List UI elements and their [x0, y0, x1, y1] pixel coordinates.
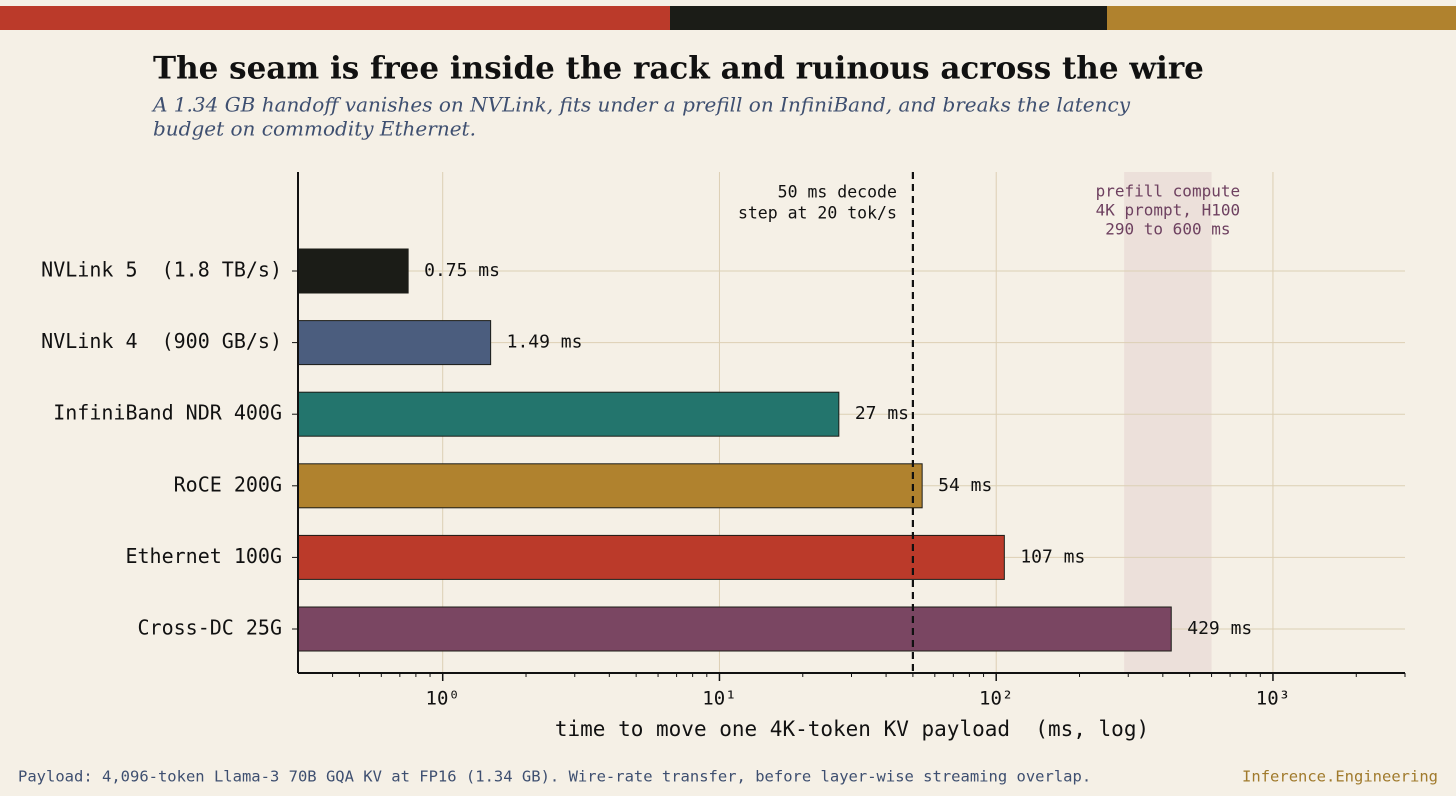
y-tick-label: InfiniBand NDR 400G	[53, 401, 282, 425]
band-label: prefill compute	[1096, 182, 1241, 201]
band-label: 290 to 600 ms	[1105, 220, 1230, 239]
shaded-band	[1124, 172, 1212, 673]
subtitle: budget on commodity Ethernet.	[153, 117, 476, 141]
bar	[297, 606, 1172, 652]
subtitle: A 1.34 GB handoff vanishes on NVLink, fi…	[151, 93, 1131, 117]
value-label: 429 ms	[1187, 618, 1252, 639]
top-strip	[1107, 6, 1456, 30]
bar	[297, 320, 492, 366]
band-label: 4K prompt, H100	[1096, 201, 1241, 220]
top-strip	[0, 6, 670, 30]
top-strip	[670, 6, 1107, 30]
value-label: 27 ms	[855, 403, 909, 424]
y-tick-label: Cross-DC 25G	[138, 616, 283, 640]
y-tick-label: NVLink 5 (1.8 TB/s)	[41, 258, 282, 282]
reference-label: 50 ms decode	[778, 183, 897, 202]
bar	[297, 534, 1005, 580]
x-tick-label: 10²	[979, 688, 1013, 710]
y-tick-label: NVLink 4 (900 GB/s)	[41, 329, 282, 353]
x-tick-label: 10³	[1256, 688, 1290, 710]
value-label: 1.49 ms	[507, 332, 583, 353]
value-label: 107 ms	[1020, 546, 1085, 567]
bar	[297, 463, 923, 509]
x-axis-label: time to move one 4K-token KV payload (ms…	[555, 717, 1149, 741]
footer-note: Payload: 4,096-token Llama-3 70B GQA KV …	[18, 768, 1091, 786]
value-label: 0.75 ms	[424, 260, 500, 281]
x-tick-label: 10¹	[702, 688, 736, 710]
x-tick-label: 10⁰	[426, 688, 460, 710]
footer-brand: Inference.Engineering	[1242, 768, 1438, 786]
chart-title: The seam is free inside the rack and rui…	[153, 51, 1204, 87]
reference-label: step at 20 tok/s	[738, 204, 897, 223]
bar	[297, 391, 840, 437]
y-tick-label: RoCE 200G	[174, 472, 282, 496]
bar	[297, 248, 409, 294]
value-label: 54 ms	[938, 475, 992, 496]
y-tick-label: Ethernet 100G	[125, 544, 282, 568]
